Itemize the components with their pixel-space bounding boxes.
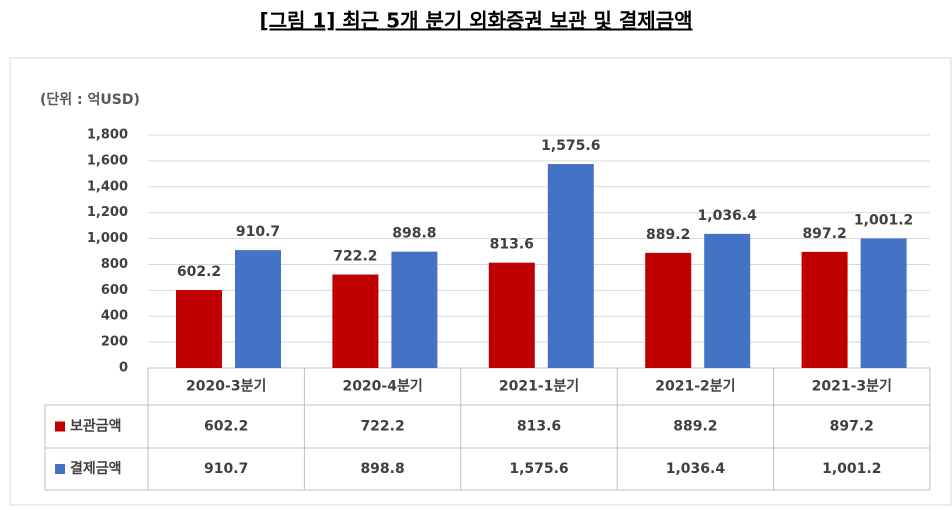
value-label: 722.2	[333, 249, 377, 265]
y-tick-label: 200	[101, 335, 128, 350]
y-tick-label: 1,800	[87, 128, 128, 143]
legend-label: 보관금액	[70, 418, 122, 435]
y-tick-label: 0	[119, 361, 128, 376]
table-cell: 722.2	[360, 419, 404, 435]
bar	[488, 262, 535, 368]
y-tick-label: 1,600	[87, 153, 128, 168]
value-label: 897.2	[802, 226, 846, 242]
x-tick-label: 2021-3분기	[812, 379, 892, 395]
y-tick-label: 400	[101, 309, 128, 324]
bar	[332, 274, 379, 368]
y-tick-label: 800	[101, 257, 128, 272]
bar	[176, 290, 222, 368]
bar	[801, 251, 848, 368]
table-cell: 1,001.2	[822, 461, 881, 477]
bar	[391, 251, 438, 368]
legend-key	[55, 421, 65, 432]
value-label: 813.6	[490, 237, 534, 253]
table-cell: 602.2	[204, 419, 248, 435]
bar	[704, 233, 751, 368]
legend-label: 결제금액	[70, 460, 122, 477]
chart-frame	[9, 57, 952, 506]
value-label: 602.2	[177, 264, 221, 280]
y-tick-label: 600	[101, 283, 128, 298]
x-tick-label: 2020-3분기	[186, 379, 266, 395]
bar	[645, 252, 692, 368]
table-cell: 889.2	[673, 419, 717, 435]
value-label: 1,575.6	[541, 138, 600, 154]
y-tick-label: 1,000	[87, 231, 128, 246]
unit-label: (단위 : 억USD)	[40, 91, 140, 108]
table-cell: 813.6	[517, 419, 561, 435]
value-label: 1,036.4	[698, 208, 758, 224]
table-cell: 897.2	[830, 419, 874, 435]
table-cell: 1,575.6	[509, 461, 568, 477]
x-tick-label: 2021-2분기	[655, 379, 735, 395]
chart-title: [그림 1] 최근 5개 분기 외화증권 보관 및 결제금액	[259, 9, 692, 33]
bar	[860, 238, 907, 368]
bar	[235, 250, 281, 368]
value-label: 889.2	[646, 227, 690, 243]
x-tick-label: 2020-4분기	[342, 379, 422, 395]
value-label: 1,001.2	[854, 212, 913, 228]
table-cell: 1,036.4	[666, 461, 726, 477]
bar	[547, 164, 594, 368]
table-cell: 910.7	[204, 461, 248, 477]
y-tick-label: 1,200	[87, 205, 128, 220]
x-tick-label: 2021-1분기	[499, 379, 579, 395]
value-label: 910.7	[236, 224, 280, 240]
table-cell: 898.8	[360, 461, 404, 477]
value-label: 898.8	[392, 226, 436, 242]
y-tick-label: 1,400	[87, 179, 128, 194]
legend-key	[55, 464, 65, 474]
